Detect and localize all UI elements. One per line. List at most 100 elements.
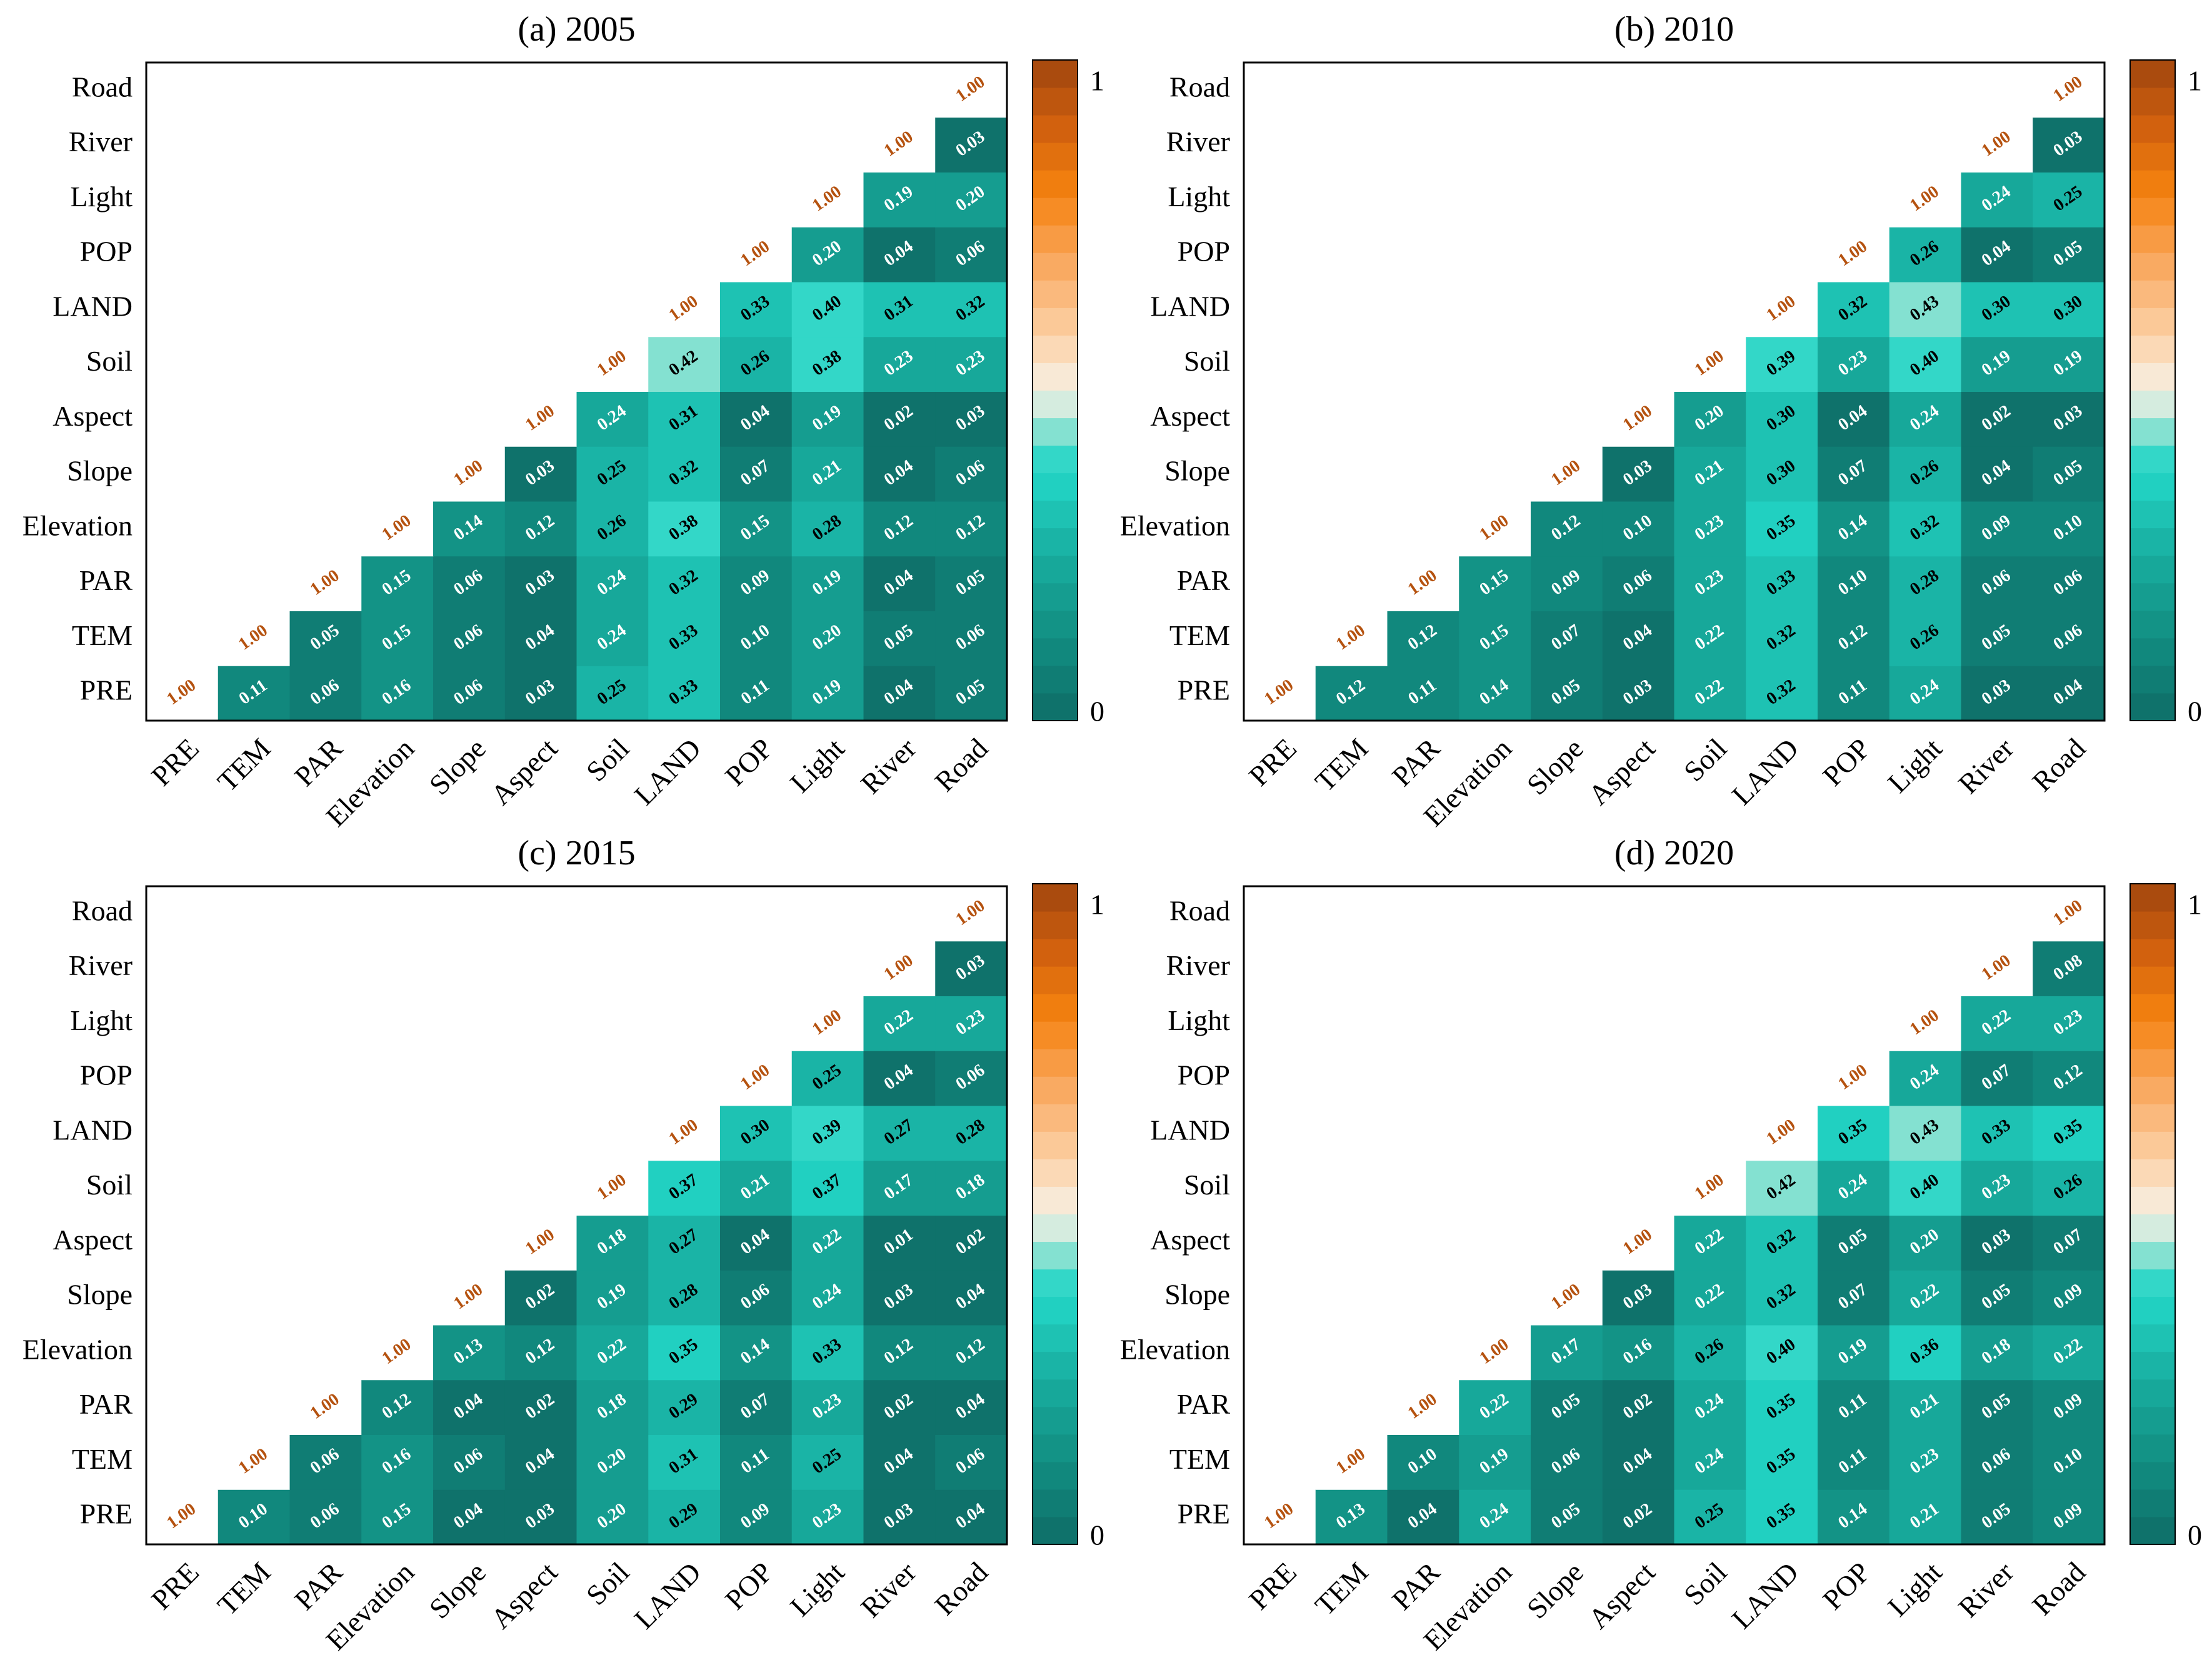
cell <box>1889 282 1961 338</box>
cell <box>1961 391 2033 447</box>
cell <box>218 1434 290 1490</box>
cell <box>1818 1106 1890 1161</box>
cell <box>2033 1051 2105 1106</box>
cell <box>1818 336 1890 392</box>
cell <box>1602 501 1674 557</box>
cell <box>791 1160 864 1216</box>
cell <box>433 446 506 502</box>
cell <box>1602 1434 1674 1490</box>
cell <box>791 1270 864 1326</box>
y-tick-label: Soil <box>86 1169 133 1201</box>
cell <box>218 666 290 721</box>
cell <box>1889 1051 1961 1106</box>
cell <box>1818 391 1890 447</box>
cell <box>1746 446 1818 502</box>
y-tick-label: LAND <box>53 1114 133 1146</box>
cell <box>720 1106 793 1161</box>
x-tick-label: POP <box>1816 732 1876 792</box>
cell <box>648 391 721 447</box>
colorbar-band <box>1033 1379 1078 1408</box>
cell <box>2033 172 2105 228</box>
cell <box>1889 1434 1961 1490</box>
y-tick-label: River <box>1166 949 1230 981</box>
cell <box>433 501 506 557</box>
y-tick-label: Road <box>1169 71 1230 102</box>
cell <box>1674 446 1746 502</box>
x-tick-label: PRE <box>1243 1556 1303 1616</box>
x-tick-label: PRE <box>145 732 205 792</box>
colorbar-band <box>2130 198 2175 226</box>
cell <box>1459 611 1531 666</box>
y-tick-label: Elevation <box>1120 1333 1230 1365</box>
panel-title: (a) 2005 <box>518 10 635 49</box>
colorbar-band <box>1033 528 1078 556</box>
cell <box>791 227 864 282</box>
cell <box>1387 611 1459 666</box>
cell <box>648 556 721 611</box>
cell <box>863 1489 936 1545</box>
colorbar-band <box>2130 500 2175 529</box>
cell <box>576 1434 649 1490</box>
cell <box>218 611 290 666</box>
x-tick-label: POP <box>719 1556 779 1616</box>
cell <box>146 666 219 721</box>
colorbar-band <box>2130 528 2175 556</box>
colorbar-band <box>2130 170 2175 198</box>
colorbar-tick-label: 1 <box>2188 889 2202 921</box>
colorbar-band <box>2130 994 2175 1022</box>
cell <box>863 1051 936 1106</box>
cell <box>935 227 1008 282</box>
y-tick-label: TEM <box>1169 1443 1230 1475</box>
colorbar-band <box>1033 198 1078 226</box>
cell <box>1602 556 1674 611</box>
colorbar-band <box>2130 665 2175 694</box>
cell <box>2033 611 2105 666</box>
cell <box>863 1379 936 1435</box>
y-tick-label: Road <box>72 71 133 102</box>
cell <box>791 556 864 611</box>
cell <box>1818 501 1890 557</box>
colorbar-band <box>2130 582 2175 611</box>
x-tick-label: PAR <box>288 732 349 792</box>
cell <box>1889 1489 1961 1545</box>
cell <box>1889 1325 1961 1381</box>
cell <box>2033 227 2105 282</box>
cell <box>2033 282 2105 338</box>
colorbar-band <box>2130 1021 2175 1049</box>
cell <box>935 1434 1008 1490</box>
colorbar-band <box>1033 1351 1078 1380</box>
cell <box>504 1489 577 1545</box>
y-tick-label: TEM <box>72 1443 133 1475</box>
cell <box>2033 886 2105 942</box>
cell <box>433 1434 506 1490</box>
y-tick-label: PAR <box>1177 1388 1231 1420</box>
colorbar-band <box>2130 1351 2175 1380</box>
cell <box>1387 1379 1459 1435</box>
x-tick-label: Aspect <box>1582 1556 1661 1635</box>
cell <box>1315 666 1388 721</box>
cell <box>720 1434 793 1490</box>
colorbar-band <box>2130 362 2175 391</box>
cell <box>1889 227 1961 282</box>
colorbar-band <box>1033 610 1078 639</box>
cell <box>935 556 1008 611</box>
y-tick-label: Slope <box>1164 1279 1230 1311</box>
cell <box>1531 556 1603 611</box>
colorbar-band <box>1033 1461 1078 1490</box>
x-tick-label: Slope <box>1521 732 1589 801</box>
x-tick-label: Road <box>2026 1556 2091 1621</box>
cell <box>1746 1434 1818 1490</box>
cell <box>504 1325 577 1381</box>
x-tick-label: PAR <box>1386 1556 1446 1616</box>
cell <box>1818 611 1890 666</box>
cell <box>576 391 649 447</box>
cell <box>1818 282 1890 338</box>
cell <box>863 1270 936 1326</box>
colorbar-band <box>2130 1049 2175 1077</box>
cell <box>1818 227 1890 282</box>
x-tick-label: Road <box>928 1556 994 1621</box>
x-tick-label: LAND <box>1726 1556 1804 1634</box>
colorbar-band <box>2130 1269 2175 1298</box>
colorbar-band <box>1033 994 1078 1022</box>
